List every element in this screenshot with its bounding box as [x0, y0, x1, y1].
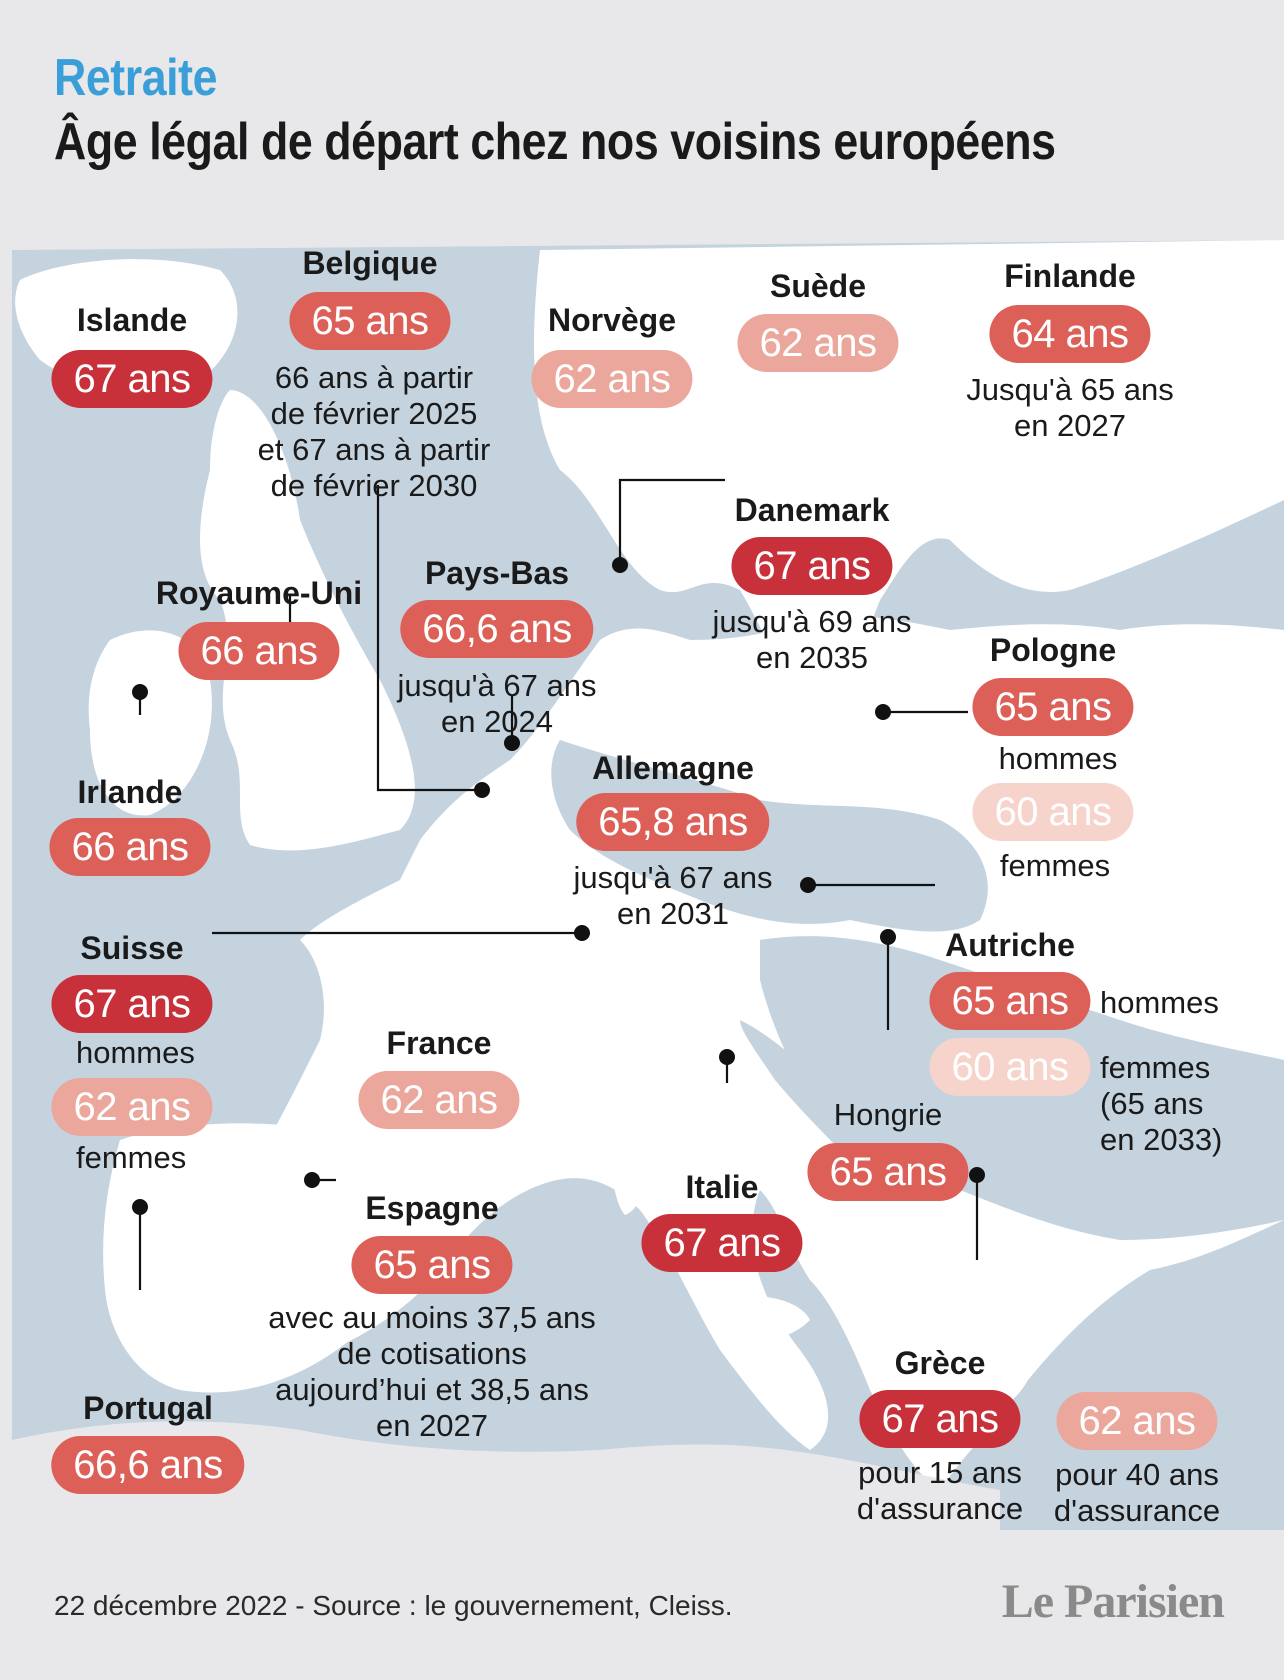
country-label-grece: Grèce — [894, 1345, 986, 1381]
country-label-belgique: Belgique — [302, 245, 438, 281]
age-badge-pologne-femmes: 60 ans — [972, 783, 1134, 841]
dot-pays-bas — [504, 735, 520, 751]
corsica-sardinia — [611, 1097, 651, 1215]
ireland-land — [88, 630, 212, 816]
note-allemagne: jusqu'à 67 ans en 2031 — [573, 860, 773, 931]
central-europe-shade — [551, 740, 988, 932]
age-badge-suede: 62 ans — [737, 314, 899, 372]
leader-belgique — [376, 485, 480, 792]
dot-hongrie — [880, 929, 896, 945]
age-badge-portugal: 66,6 ans — [51, 1436, 245, 1494]
age-badge-grece-40-ans: 62 ans — [1056, 1392, 1218, 1450]
country-label-allemagne: Allemagne — [592, 750, 754, 786]
dot-irlande — [132, 684, 148, 700]
age-badge-pologne-hommes: 65 ans — [972, 678, 1134, 736]
label-autriche-hommes: hommes — [1100, 985, 1219, 1020]
age-badge-suisse-femmes: 62 ans — [51, 1078, 213, 1136]
age-badge-royaume-uni: 66 ans — [178, 622, 340, 680]
dot-pologne — [875, 704, 891, 720]
dot-danemark — [612, 557, 628, 573]
country-label-islande: Islande — [76, 302, 188, 338]
dot-italie — [719, 1049, 735, 1065]
leader-danemark — [618, 478, 725, 565]
great-britain-land — [200, 390, 415, 851]
label-suisse-femmes: femmes — [76, 1140, 187, 1175]
age-badge-pays-bas: 66,6 ans — [400, 600, 594, 658]
dot-suisse — [574, 925, 590, 941]
country-label-hongrie: Hongrie — [833, 1097, 943, 1132]
age-badge-italie: 67 ans — [641, 1214, 803, 1272]
label-grece-15-ans: pour 15 ans d'assurance — [856, 1455, 1024, 1526]
dot-grece — [969, 1167, 985, 1183]
note-espagne: avec au moins 37,5 ans de cotisations au… — [268, 1300, 596, 1443]
le-parisien-logo: Le Parisien — [1001, 1575, 1225, 1628]
age-badge-allemagne: 65,8 ans — [576, 793, 770, 851]
label-suisse-hommes: hommes — [76, 1035, 195, 1070]
age-badge-france: 62 ans — [358, 1071, 520, 1129]
dot-portugal — [132, 1199, 148, 1215]
country-label-suede: Suède — [769, 268, 867, 304]
age-badge-suisse-hommes: 67 ans — [51, 975, 213, 1033]
country-label-norvege: Norvège — [547, 302, 677, 338]
country-label-irlande: Irlande — [77, 774, 183, 810]
dot-espagne — [304, 1172, 320, 1188]
country-label-autriche: Autriche — [945, 927, 1075, 963]
age-badge-autriche-femmes: 60 ans — [929, 1038, 1091, 1096]
country-label-portugal: Portugal — [83, 1390, 213, 1426]
label-pologne-femmes: femmes — [999, 848, 1111, 883]
age-badge-belgique: 65 ans — [289, 292, 451, 350]
age-badge-grece-15-ans: 67 ans — [859, 1390, 1021, 1448]
country-label-royaume-uni: Royaume-Uni — [155, 575, 363, 611]
age-badge-finlande: 64 ans — [989, 305, 1151, 363]
note-danemark: jusqu'à 69 ans en 2035 — [712, 604, 912, 675]
scandinavia-land — [534, 240, 1284, 740]
age-badge-danemark: 67 ans — [731, 537, 893, 595]
country-label-pologne: Pologne — [989, 632, 1117, 668]
age-badge-norvege: 62 ans — [531, 350, 693, 408]
country-label-danemark: Danemark — [734, 492, 890, 528]
country-label-espagne: Espagne — [365, 1190, 499, 1226]
sicily — [718, 1296, 810, 1340]
country-label-italie: Italie — [685, 1169, 759, 1205]
label-pologne-hommes: hommes — [998, 741, 1118, 776]
label-grece-40-ans: pour 40 ans d'assurance — [1053, 1457, 1221, 1528]
page-title: Âge légal de départ chez nos voisins eur… — [54, 113, 1056, 171]
age-badge-autriche-hommes: 65 ans — [929, 972, 1091, 1030]
country-label-france: France — [386, 1025, 492, 1061]
note-finlande: Jusqu'à 65 ans en 2027 — [966, 372, 1174, 443]
age-badge-islande: 67 ans — [51, 350, 213, 408]
greece-land — [896, 1257, 1039, 1434]
iberia-land — [103, 1123, 430, 1393]
country-label-finlande: Finlande — [1004, 258, 1136, 294]
age-badge-irlande: 66 ans — [49, 818, 211, 876]
note-belgique: 66 ans à partir de février 2025 et 67 an… — [257, 360, 491, 503]
age-badge-espagne: 65 ans — [351, 1236, 513, 1294]
label-autriche-femmes: femmes (65 ans en 2033) — [1100, 1050, 1223, 1157]
dot-autriche — [800, 877, 816, 893]
note-pays-bas: jusqu'à 67 ans en 2024 — [397, 668, 597, 739]
dot-belgique — [474, 782, 490, 798]
country-label-suisse: Suisse — [80, 930, 184, 966]
country-label-pays-bas: Pays-Bas — [424, 555, 570, 591]
source-note: 22 décembre 2022 - Source : le gouvernem… — [54, 1590, 733, 1621]
kicker: Retraite — [54, 49, 218, 107]
age-badge-hongrie: 65 ans — [807, 1143, 969, 1201]
africa-land — [12, 1421, 1000, 1530]
